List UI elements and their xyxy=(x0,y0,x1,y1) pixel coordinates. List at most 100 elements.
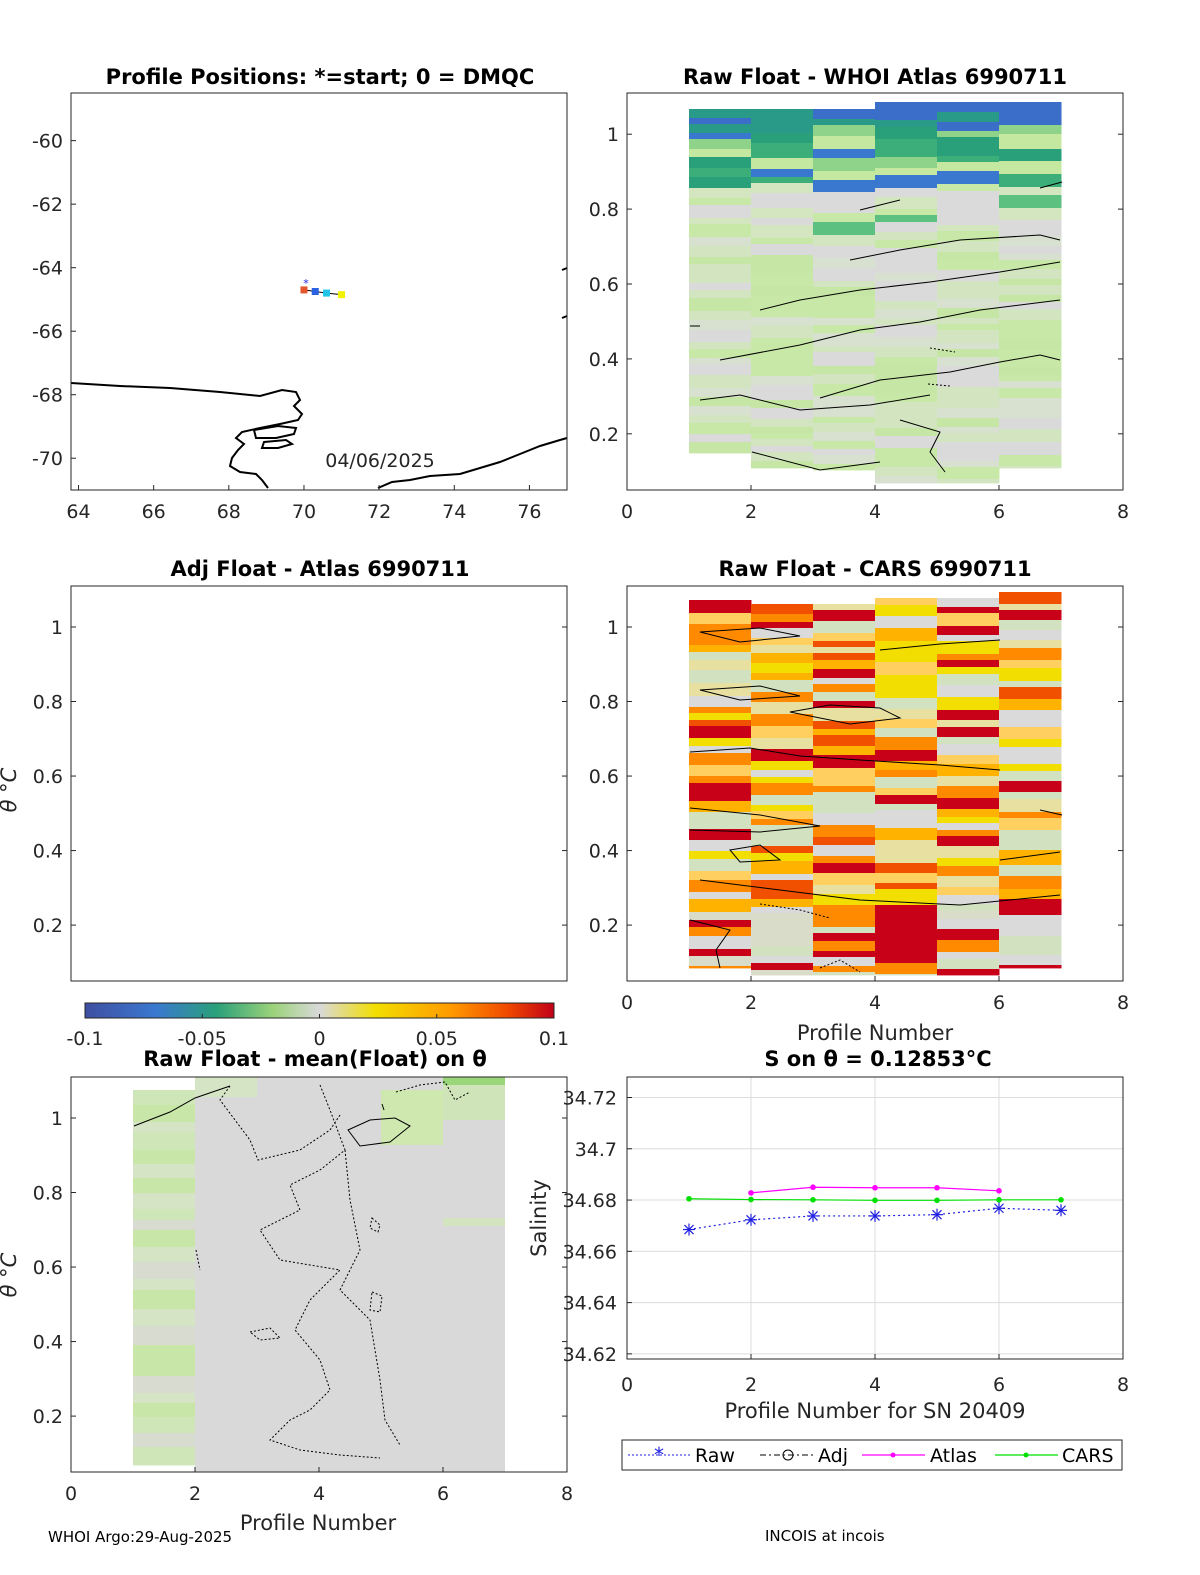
heatmap-cell xyxy=(689,949,752,957)
heatmap-cell xyxy=(813,927,876,934)
heatmap-cell xyxy=(751,907,814,914)
adj-atlas-ytick-3: 0.8 xyxy=(33,692,63,714)
heatmap-cell xyxy=(751,761,814,771)
data-point xyxy=(869,1209,881,1222)
heatmap-cell xyxy=(937,755,1000,765)
heatmap-cell xyxy=(689,696,752,708)
raw-cars-ytick-3: 0.8 xyxy=(589,692,619,714)
heatmap-cell xyxy=(999,149,1062,162)
heatmap-cell xyxy=(937,479,1000,484)
heatmap-cell xyxy=(875,804,938,811)
raw-atlas-panel: Raw Float - WHOI Atlas 6990711 0 2 4 6 8 0.2… xyxy=(589,65,1129,523)
heatmap-cell xyxy=(937,461,1000,468)
heatmap-cell xyxy=(999,339,1062,351)
heatmap-cell xyxy=(813,136,876,150)
heatmap-cell xyxy=(133,1447,196,1466)
data-point xyxy=(748,1196,754,1203)
heatmap-cell xyxy=(751,400,814,409)
heatmap-cell xyxy=(875,120,938,128)
heatmap-cell xyxy=(689,683,752,697)
heatmap-cell xyxy=(999,668,1062,682)
colorbar-tick-3: 0.05 xyxy=(416,1028,458,1050)
map-date-label: 04/06/2025 xyxy=(325,450,435,472)
heatmap-cell xyxy=(999,455,1062,467)
heatmap-cell xyxy=(689,304,752,312)
heatmap-cell xyxy=(751,218,814,226)
raw-cars-y-ticks: 0.2 0.4 0.6 0.8 1 xyxy=(589,617,1123,937)
heatmap-cell xyxy=(937,203,1000,216)
legend-cars: CARS xyxy=(995,1445,1114,1467)
heatmap-cell xyxy=(999,771,1062,782)
map-x-ticks: 64 66 68 70 72 74 76 xyxy=(66,485,542,523)
heatmap-cell xyxy=(751,795,814,806)
salinity-title: S on θ = 0.12853°C xyxy=(764,1047,991,1071)
heatmap-cell xyxy=(937,858,1000,867)
heatmap-cell xyxy=(689,397,752,407)
heatmap-cell xyxy=(875,372,938,385)
raw-atlas-xtick-3: 6 xyxy=(993,501,1005,523)
heatmap-cell xyxy=(875,795,938,805)
data-point xyxy=(807,1209,819,1222)
heatmap-cell xyxy=(751,963,814,971)
heatmap-cell xyxy=(999,361,1062,368)
heatmap-cell xyxy=(813,158,876,172)
raw-atlas-xtick-2: 4 xyxy=(869,501,881,523)
heatmap-cell xyxy=(133,1122,196,1133)
heatmap-cell xyxy=(689,257,752,265)
heatmap-cell xyxy=(875,737,938,751)
heatmap-cell xyxy=(999,640,1062,649)
heatmap-cell xyxy=(875,363,938,373)
heatmap-cell xyxy=(937,418,1000,428)
heatmap-cell xyxy=(751,614,814,623)
heatmap-cell xyxy=(937,866,1000,877)
heatmap-cell xyxy=(875,761,938,771)
heatmap-cell xyxy=(689,118,752,125)
heatmap-cell xyxy=(751,819,814,826)
heatmap-cell xyxy=(813,296,876,308)
heatmap-cell xyxy=(937,635,1000,642)
heatmap-cell xyxy=(999,279,1062,286)
heatmap-cell xyxy=(689,349,752,359)
heatmap-cell xyxy=(875,770,938,778)
heatmap-cell xyxy=(937,952,1000,960)
heatmap-cell xyxy=(937,357,1000,367)
heatmap-cell xyxy=(689,423,752,435)
heatmap-cell xyxy=(813,621,876,634)
heatmap-cell xyxy=(751,439,814,447)
heatmap-cell xyxy=(999,119,1062,126)
heatmap-cell xyxy=(999,295,1062,303)
heatmap-cell xyxy=(751,193,814,200)
track-point xyxy=(300,286,308,294)
raw-mean-xtick-4: 8 xyxy=(561,1483,573,1505)
colorbar: -0.1 -0.05 0 0.05 0.1 xyxy=(66,1002,569,1050)
heatmap-cell xyxy=(999,320,1062,333)
heatmap-cell xyxy=(813,281,876,288)
heatmap-cell xyxy=(999,660,1062,669)
heatmap-cell xyxy=(999,915,1062,924)
heatmap-cell xyxy=(133,1309,196,1327)
heatmap-cell xyxy=(937,330,1000,338)
heatmap-cell xyxy=(751,143,814,152)
heatmap-cell xyxy=(875,853,938,864)
heatmap-cell xyxy=(751,308,814,318)
heatmap-cell xyxy=(813,837,876,846)
heatmap-cell xyxy=(689,660,752,671)
heatmap-cell xyxy=(751,604,814,615)
heatmap-cell xyxy=(689,927,752,937)
heatmap-cell xyxy=(937,137,1000,147)
heatmap-cell xyxy=(751,391,814,401)
heatmap-cell xyxy=(689,821,752,830)
heatmap-cell xyxy=(999,108,1062,120)
heatmap-cell xyxy=(875,309,938,320)
heatmap-cell xyxy=(689,311,752,321)
heatmap-cell xyxy=(813,432,876,442)
heatmap-cell xyxy=(813,653,876,661)
heatmap-cell xyxy=(937,191,1000,204)
heatmap-cell xyxy=(875,175,938,189)
heatmap-cell xyxy=(937,349,1000,358)
heatmap-cell xyxy=(813,957,876,967)
heatmap-cell xyxy=(875,750,938,762)
heatmap-cell xyxy=(689,812,752,822)
heatmap-cell xyxy=(999,792,1062,800)
heatmap-cell xyxy=(937,744,1000,756)
